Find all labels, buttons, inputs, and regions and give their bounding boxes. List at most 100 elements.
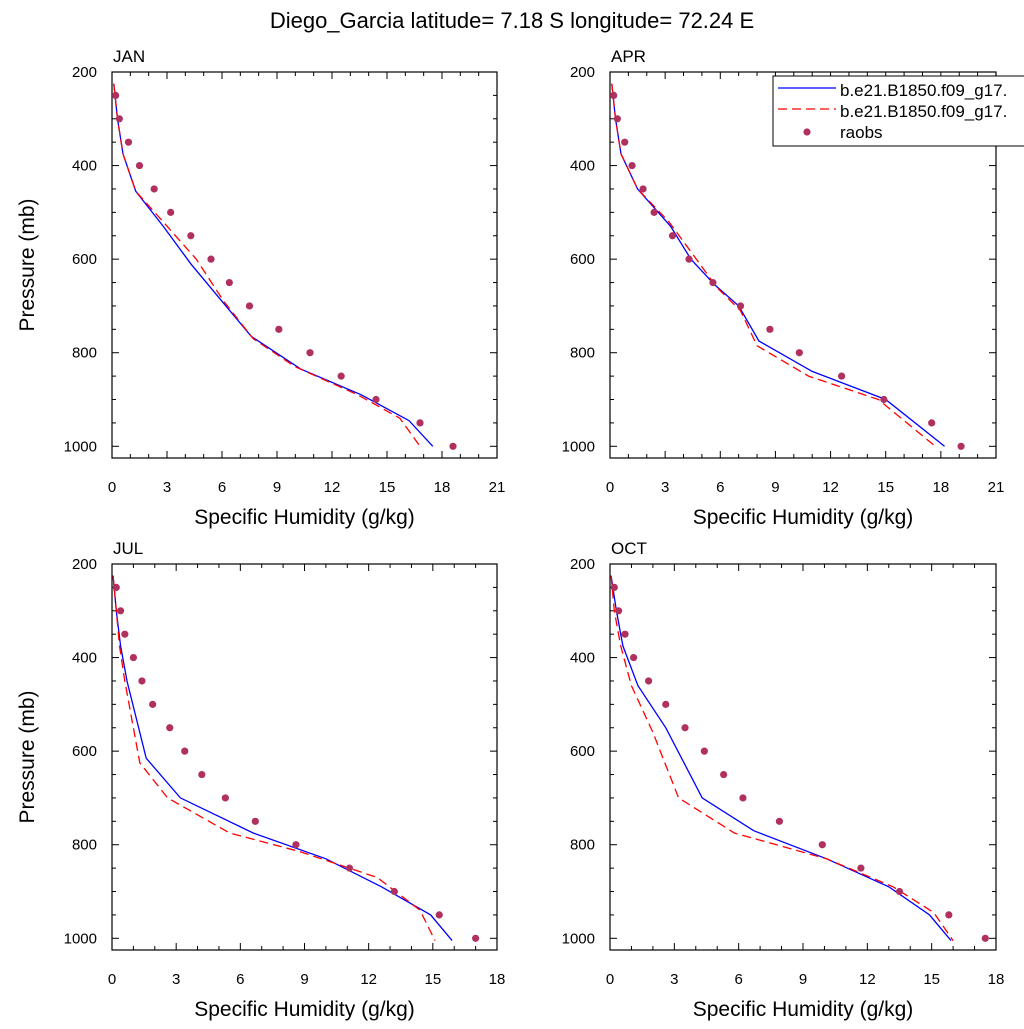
raobs-point [135,161,144,170]
x-tick-label: 12 [822,479,839,496]
raobs-point [372,395,380,404]
x-tick-label: 3 [172,971,180,988]
y-tick-label: 200 [72,64,97,81]
raobs-point [187,232,195,240]
y-tick-label: 200 [72,556,97,573]
raobs-point [668,232,677,240]
x-tick-label: 9 [771,479,779,496]
raobs-point [306,349,314,357]
raobs-point [662,700,670,708]
x-axis-label: Specific Humidity (g/kg) [194,506,415,529]
x-tick-label: 12 [324,479,341,496]
series-group [112,83,457,450]
legend: b.e21.B1850.f09_g17. b.e21.B1850.f09_g17.… [772,75,1024,147]
raobs-point [928,419,936,427]
legend-label: raobs [840,123,883,142]
panel-title: JAN [113,47,145,66]
x-tick-label: 15 [923,971,940,988]
raobs-point [390,887,398,896]
raobs-point [613,115,621,123]
x-tick-label: 18 [489,971,506,988]
y-tick-label: 200 [570,556,595,573]
raobs-point [245,302,254,310]
raobs-point [167,208,175,216]
raobs-point [857,864,865,872]
raobs-point [116,607,125,615]
raobs-point [225,278,233,287]
panel-apr: 0 3 6 9 12 15 18 21 200 400 600 800 1000 APR Specific … [562,47,1005,529]
raobs-point [736,302,745,310]
raobs-point [416,419,424,427]
x-tick-label: 18 [434,479,451,496]
raobs-point [150,185,158,193]
x-tick-label: 12 [360,971,377,988]
y-tick-label: 400 [570,650,595,667]
x-tick-label: 9 [300,971,308,988]
y-tick-label: 400 [72,650,97,667]
x-tick-label: 0 [606,479,614,496]
raobs-point [181,747,189,755]
y-tick-label: 1000 [562,930,595,947]
raobs-point [472,934,480,942]
y-axis-label: Pressure (mb) [16,198,39,331]
raobs-point [681,724,689,732]
panel-jul: 0 3 6 9 12 15 18 200 400 600 800 1000 JUL Specific Hu… [16,539,505,1021]
x-tick-label: 15 [877,479,894,496]
x-axis-label: Specific Humidity (g/kg) [693,998,914,1021]
raobs-point [685,255,693,263]
raobs-point [639,185,647,193]
raobs-point [149,700,157,708]
y-tick-label: 800 [72,837,97,854]
plot-frame [111,563,498,951]
y-tick-label: 600 [570,743,595,760]
raobs-point [629,653,638,662]
x-axis-label: Specific Humidity (g/kg) [693,506,914,529]
raobs-point [221,794,229,802]
raobs-point [449,442,457,450]
series-line-dashed [112,575,436,941]
x-tick-label: 6 [716,479,724,496]
series-line-solid [113,83,434,447]
raobs-point [610,583,618,591]
y-tick-label: 400 [570,158,595,175]
raobs-point [610,91,618,99]
plot-frame [111,71,498,459]
figure-title: Diego_Garcia latitude= 7.18 S longitude=… [270,8,754,33]
raobs-point [895,887,904,896]
y-tick-label: 800 [570,837,595,854]
y-tick-label: 1000 [562,438,595,455]
y-tick-label: 800 [570,345,595,362]
x-tick-label: 15 [424,971,441,988]
x-tick-label: 3 [670,971,678,988]
raobs-point [838,372,846,380]
raobs-point [945,911,953,919]
raobs-point [775,817,784,825]
plot-frame [609,563,997,951]
series-line-dashed [611,83,936,447]
series-group [610,575,989,942]
x-tick-label: 3 [661,479,669,496]
y-axis-label: Pressure (mb) [16,690,39,823]
x-tick-label: 0 [108,479,116,496]
x-tick-label: 18 [933,479,950,496]
x-tick-label: 9 [799,971,807,988]
x-tick-label: 6 [236,971,244,988]
legend-label: b.e21.B1850.f09_g17. [840,102,1007,121]
raobs-point [957,442,965,450]
raobs-point [614,607,623,615]
raobs-point [275,325,283,333]
raobs-point [345,864,354,872]
legend-label: b.e21.B1850.f09_g17. [840,81,1007,100]
y-tick-label: 1000 [64,930,97,947]
raobs-point [766,325,774,333]
x-tick-label: 0 [606,971,614,988]
y-tick-label: 600 [72,251,97,268]
x-tick-label: 12 [859,971,876,988]
series-line-dashed [113,83,421,447]
raobs-point [795,349,803,357]
raobs-point [112,583,120,591]
series-line-solid [610,575,952,942]
raobs-point [720,770,728,779]
x-tick-label: 6 [734,971,742,988]
